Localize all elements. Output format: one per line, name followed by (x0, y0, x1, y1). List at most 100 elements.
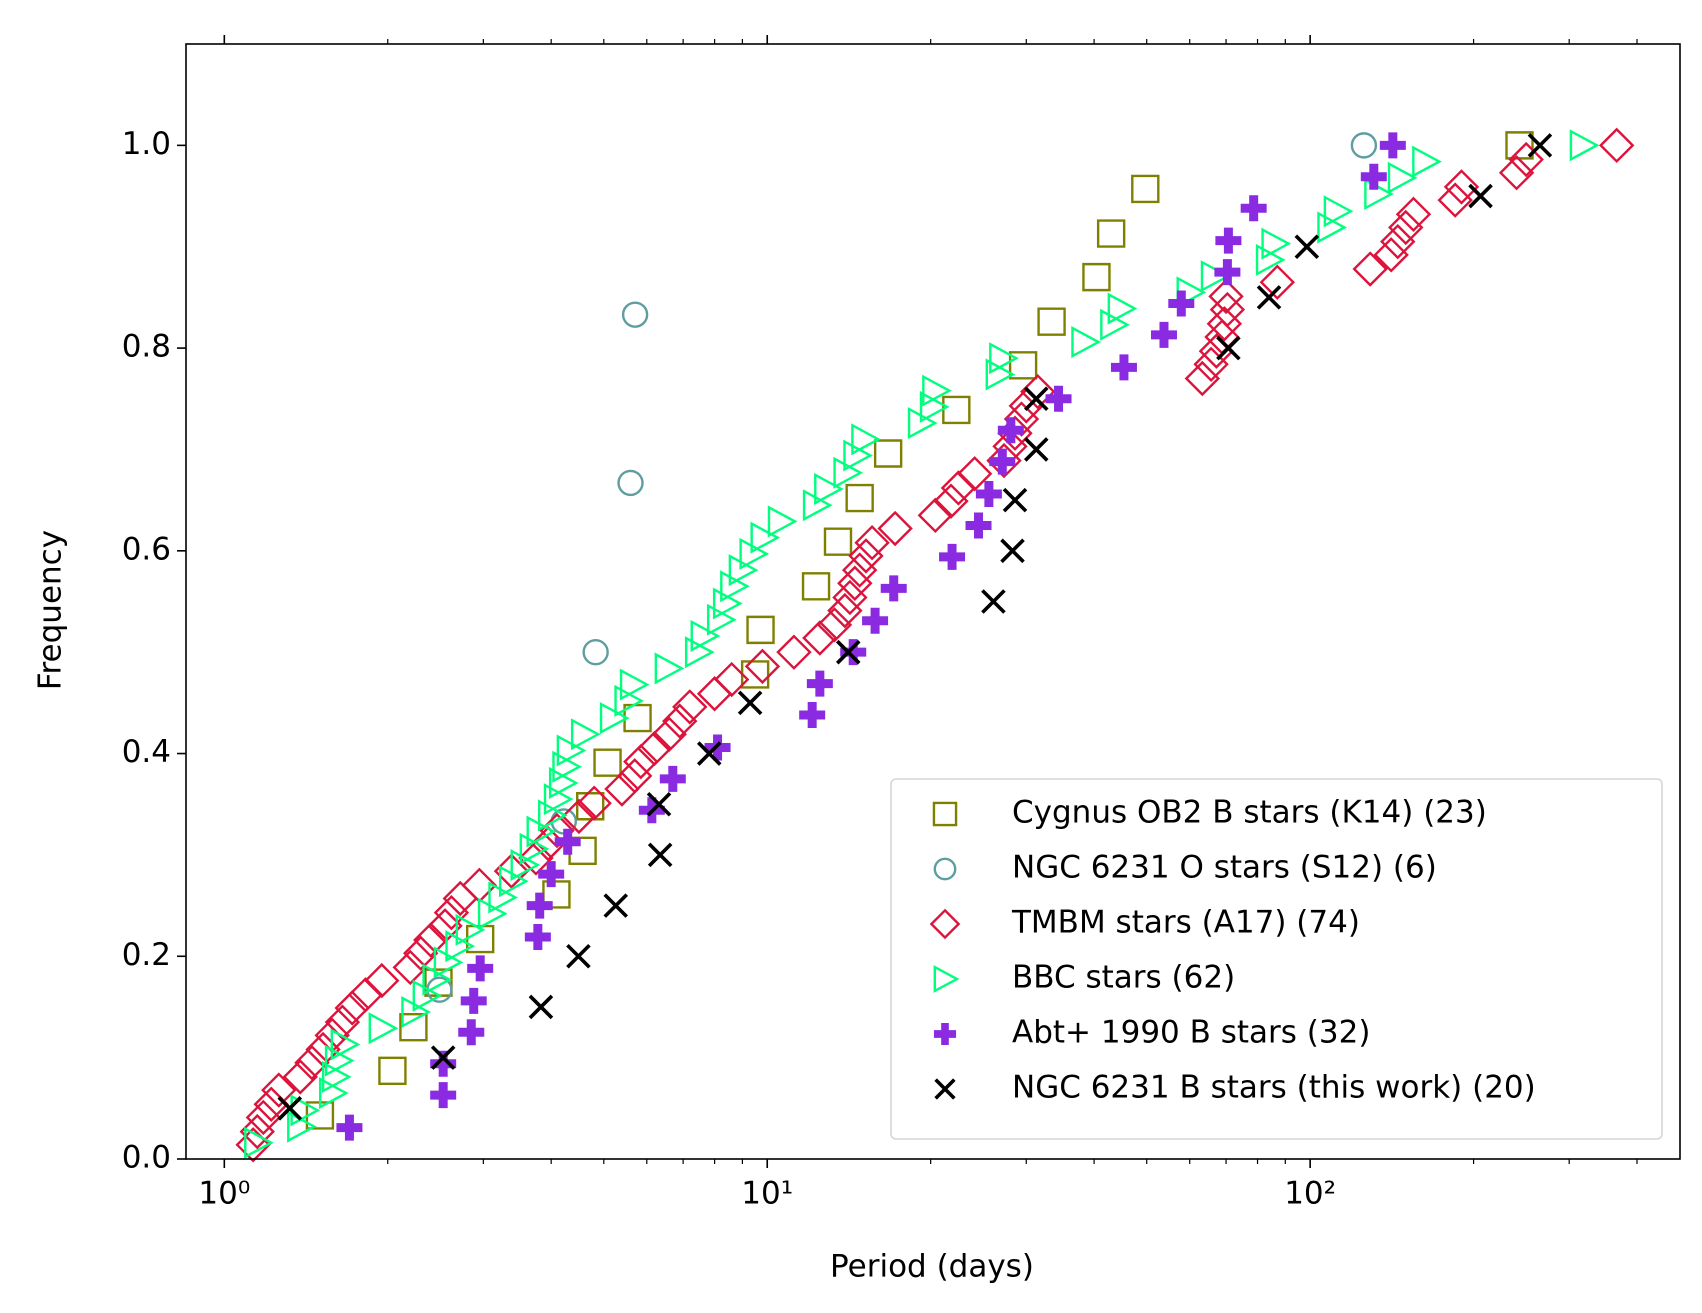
data-point (989, 342, 1019, 375)
data-point (1193, 346, 1229, 383)
data-point (282, 1059, 318, 1095)
data-point (848, 538, 884, 574)
data-point (965, 512, 992, 539)
data-point (1107, 292, 1138, 325)
data-point (1373, 237, 1409, 273)
data-point (922, 374, 952, 407)
data-point (862, 607, 889, 634)
data-point (873, 439, 903, 468)
data-point (713, 661, 750, 698)
data-point (662, 703, 698, 739)
data-point (403, 935, 439, 971)
data-point (740, 660, 770, 689)
data-point (746, 615, 775, 645)
data-point (989, 448, 1016, 475)
data-point (1437, 182, 1473, 218)
legend-label: Abt+ 1990 B stars (32) (1012, 1015, 1370, 1051)
data-point (1443, 169, 1480, 205)
data-point (576, 785, 612, 821)
data-point (1468, 183, 1493, 209)
data-point (524, 924, 551, 951)
y-tick-label: 1.0 (122, 126, 171, 162)
data-point (636, 730, 673, 767)
data-point (1208, 278, 1244, 315)
data-point (1020, 373, 1056, 410)
data-point (554, 828, 581, 855)
data-point (1002, 487, 1028, 513)
data-point (1003, 401, 1040, 437)
data-point (1508, 141, 1544, 178)
data-point (646, 791, 672, 817)
data-point (330, 1028, 361, 1061)
data-point (294, 1045, 330, 1081)
x-tick-label: 10¹ (741, 1176, 793, 1212)
data-point (576, 792, 605, 821)
x-tick-label: 10² (1284, 1176, 1336, 1212)
data-point (445, 930, 476, 963)
data-point (433, 946, 464, 979)
data-point (1380, 223, 1416, 260)
data-point (245, 1099, 282, 1136)
y-tick-label: 0.0 (122, 1140, 171, 1176)
data-point (526, 815, 557, 848)
data-point (430, 1050, 457, 1077)
data-point (455, 913, 486, 946)
data-point (488, 881, 519, 914)
data-point (814, 472, 844, 505)
data-point (619, 668, 650, 701)
legend-label: NGC 6231 B stars (this work) (20) (1012, 1070, 1536, 1106)
data-point (799, 702, 826, 729)
data-point (997, 417, 1024, 444)
data-point (430, 1045, 456, 1070)
data-point (1023, 437, 1049, 462)
data-point (1364, 178, 1394, 211)
data-point (1599, 127, 1635, 164)
data-point (498, 865, 529, 898)
data-point (1071, 325, 1102, 359)
data-point (651, 716, 687, 752)
data-point (1023, 386, 1049, 412)
data-point (1395, 196, 1432, 232)
data-point (277, 1096, 303, 1121)
data-point (399, 1013, 428, 1042)
data-point (526, 892, 553, 919)
data-point (623, 743, 659, 780)
data-point (1110, 354, 1137, 381)
data-point (877, 510, 913, 547)
data-point (654, 652, 685, 685)
data-point (672, 689, 708, 725)
data-point (845, 483, 874, 513)
data-point (1184, 360, 1221, 397)
data-point (1215, 227, 1242, 254)
data-point (816, 607, 853, 643)
data-point (728, 554, 759, 587)
data-point (939, 543, 966, 570)
data-point (986, 442, 1022, 479)
data-point (1214, 259, 1241, 286)
data-point (827, 592, 863, 629)
data-point (556, 734, 587, 767)
data-point (1498, 155, 1535, 191)
data-point (690, 619, 721, 652)
data-point (1350, 132, 1378, 159)
data-point (1240, 195, 1267, 222)
data-point (1387, 161, 1418, 194)
data-point (392, 949, 428, 986)
data-point (917, 497, 954, 534)
data-point (617, 469, 644, 497)
data-point (843, 439, 873, 472)
data-point (956, 456, 993, 492)
data-point (750, 521, 781, 554)
data-point (1000, 538, 1025, 564)
legend-label: Cygnus OB2 B stars (K14) (23) (1012, 795, 1487, 831)
data-point (621, 301, 649, 328)
legend-label: BBC stars (62) (1012, 960, 1235, 996)
data-point (460, 987, 487, 1014)
data-point (413, 922, 449, 958)
data-point (1150, 321, 1177, 348)
data-point (616, 758, 653, 794)
data-point (802, 620, 838, 656)
data-point (837, 565, 873, 601)
data-point (570, 718, 601, 751)
data-point (647, 842, 673, 868)
